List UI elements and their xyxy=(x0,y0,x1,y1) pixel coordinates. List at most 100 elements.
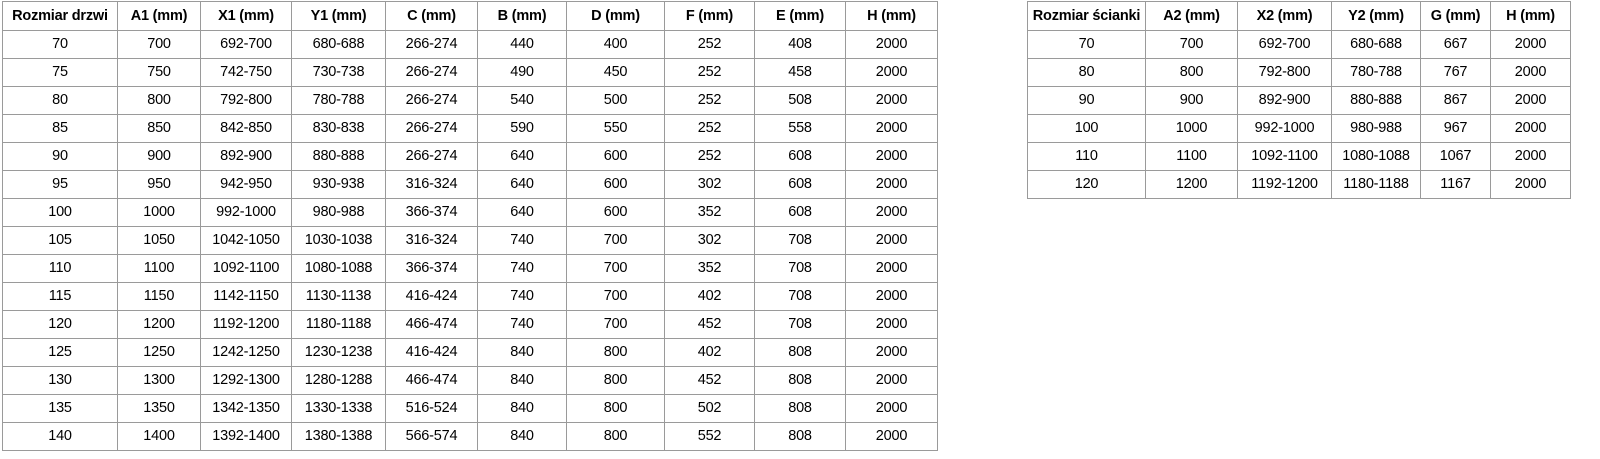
table-cell: 600 xyxy=(566,198,665,227)
table-cell: 880-888 xyxy=(291,142,386,171)
table-cell: 608 xyxy=(754,198,846,227)
table-cell: 740 xyxy=(477,310,567,339)
table-cell: 808 xyxy=(754,338,846,367)
table-cell: 2000 xyxy=(845,366,938,395)
table-cell: 266-274 xyxy=(385,142,478,171)
table-cell: 1342-1350 xyxy=(200,394,292,423)
column-header-4: G (mm) xyxy=(1420,1,1491,31)
row-size-cell: 135 xyxy=(2,394,118,423)
table-cell: 1080-1088 xyxy=(291,254,386,283)
table-cell: 252 xyxy=(664,142,755,171)
table-cell: 867 xyxy=(1420,86,1491,115)
table-row: 70 700 692-700 680-688 266-274 440 400 252 408 20… xyxy=(2,30,938,59)
column-header-7: F (mm) xyxy=(664,1,755,31)
table-cell: 930-938 xyxy=(291,170,386,199)
table-cell: 1042-1050 xyxy=(200,226,292,255)
table-row: 90 900 892-900 880-888 266-274 640 600 252 608 20… xyxy=(2,142,938,171)
row-size-cell: 85 xyxy=(2,114,118,143)
row-size-cell: 125 xyxy=(2,338,118,367)
table-cell: 792-800 xyxy=(1237,58,1332,87)
table-cell: 880-888 xyxy=(1331,86,1421,115)
table-cell: 252 xyxy=(664,30,755,59)
table-cell: 1192-1200 xyxy=(200,310,292,339)
table-cell: 1292-1300 xyxy=(200,366,292,395)
table-cell: 1250 xyxy=(117,338,201,367)
table-cell: 792-800 xyxy=(200,86,292,115)
column-header-0: Rozmiar ścianki xyxy=(1027,1,1146,31)
column-header-9: H (mm) xyxy=(845,1,938,31)
table-cell: 808 xyxy=(754,366,846,395)
table-cell: 366-374 xyxy=(385,254,478,283)
column-header-3: Y2 (mm) xyxy=(1331,1,1421,31)
table-cell: 600 xyxy=(566,170,665,199)
table-row: 100 1000 992-1000 980-988 967 2000 xyxy=(1027,114,1571,143)
table-row: 120 1200 1192-1200 1180-1188 466-474 740 700 45… xyxy=(2,310,938,339)
table-cell: 840 xyxy=(477,422,567,451)
table-cell: 252 xyxy=(664,58,755,87)
table-cell: 400 xyxy=(566,30,665,59)
table-cell: 680-688 xyxy=(291,30,386,59)
table-cell: 1050 xyxy=(117,226,201,255)
row-size-cell: 100 xyxy=(2,198,118,227)
table-cell: 2000 xyxy=(845,170,938,199)
table-cell: 742-750 xyxy=(200,58,292,87)
table-cell: 830-838 xyxy=(291,114,386,143)
table-cell: 980-988 xyxy=(291,198,386,227)
table-cell: 440 xyxy=(477,30,567,59)
table-cell: 780-788 xyxy=(1331,58,1421,87)
table-row: 130 1300 1292-1300 1280-1288 466-474 840 800 45… xyxy=(2,366,938,395)
table-row: 70 700 692-700 680-688 667 2000 xyxy=(1027,30,1571,59)
table-row: 80 800 792-800 780-788 767 2000 xyxy=(1027,58,1571,87)
table-cell: 1330-1338 xyxy=(291,394,386,423)
table-cell: 800 xyxy=(117,86,201,115)
table-cell: 1067 xyxy=(1420,142,1491,171)
table-cell: 2000 xyxy=(845,282,938,311)
table-cell: 767 xyxy=(1420,58,1491,87)
table-cell: 2000 xyxy=(845,254,938,283)
table-header-row: Rozmiar drzwi A1 (mm) X1 (mm) Y1 (mm) C (mm)… xyxy=(2,1,938,31)
table-cell: 800 xyxy=(566,338,665,367)
table-cell: 708 xyxy=(754,254,846,283)
table-row: 95 950 942-950 930-938 316-324 640 600 302 608 20… xyxy=(2,170,938,199)
row-size-cell: 75 xyxy=(2,58,118,87)
table-row: 110 1100 1092-1100 1080-1088 1067 2000 xyxy=(1027,142,1571,171)
row-size-cell: 120 xyxy=(1027,170,1146,199)
table-cell: 780-788 xyxy=(291,86,386,115)
table-cell: 840 xyxy=(477,394,567,423)
table-cell: 316-324 xyxy=(385,170,478,199)
column-header-2: X1 (mm) xyxy=(200,1,292,31)
table-cell: 692-700 xyxy=(1237,30,1332,59)
row-size-cell: 105 xyxy=(2,226,118,255)
table-cell: 740 xyxy=(477,282,567,311)
table-row: 75 750 742-750 730-738 266-274 490 450 252 458 20… xyxy=(2,58,938,87)
table-row: 100 1000 992-1000 980-988 366-374 640 600 352 60… xyxy=(2,198,938,227)
table-cell: 252 xyxy=(664,86,755,115)
table-cell: 2000 xyxy=(845,310,938,339)
table-cell: 502 xyxy=(664,394,755,423)
column-header-2: X2 (mm) xyxy=(1237,1,1332,31)
table-cell: 302 xyxy=(664,170,755,199)
row-size-cell: 80 xyxy=(1027,58,1146,87)
table-cell: 1092-1100 xyxy=(200,254,292,283)
table-cell: 640 xyxy=(477,198,567,227)
table-cell: 352 xyxy=(664,198,755,227)
table-cell: 840 xyxy=(477,338,567,367)
row-size-cell: 70 xyxy=(2,30,118,59)
table-cell: 942-950 xyxy=(200,170,292,199)
table-cell: 1100 xyxy=(1145,142,1238,171)
table-cell: 2000 xyxy=(845,394,938,423)
table-cell: 552 xyxy=(664,422,755,451)
table-cell: 640 xyxy=(477,142,567,171)
table-cell: 1300 xyxy=(117,366,201,395)
table-cell: 550 xyxy=(566,114,665,143)
table-cell: 366-374 xyxy=(385,198,478,227)
table-row: 125 1250 1242-1250 1230-1238 416-424 840 800 40… xyxy=(2,338,938,367)
table-row: 120 1200 1192-1200 1180-1188 1167 2000 xyxy=(1027,170,1571,199)
table-cell: 708 xyxy=(754,282,846,311)
table-cell: 808 xyxy=(754,394,846,423)
table-cell: 266-274 xyxy=(385,58,478,87)
table-cell: 1080-1088 xyxy=(1331,142,1421,171)
table-cell: 600 xyxy=(566,142,665,171)
table-row: 80 800 792-800 780-788 266-274 540 500 252 508 20… xyxy=(2,86,938,115)
column-header-0: Rozmiar drzwi xyxy=(2,1,118,31)
